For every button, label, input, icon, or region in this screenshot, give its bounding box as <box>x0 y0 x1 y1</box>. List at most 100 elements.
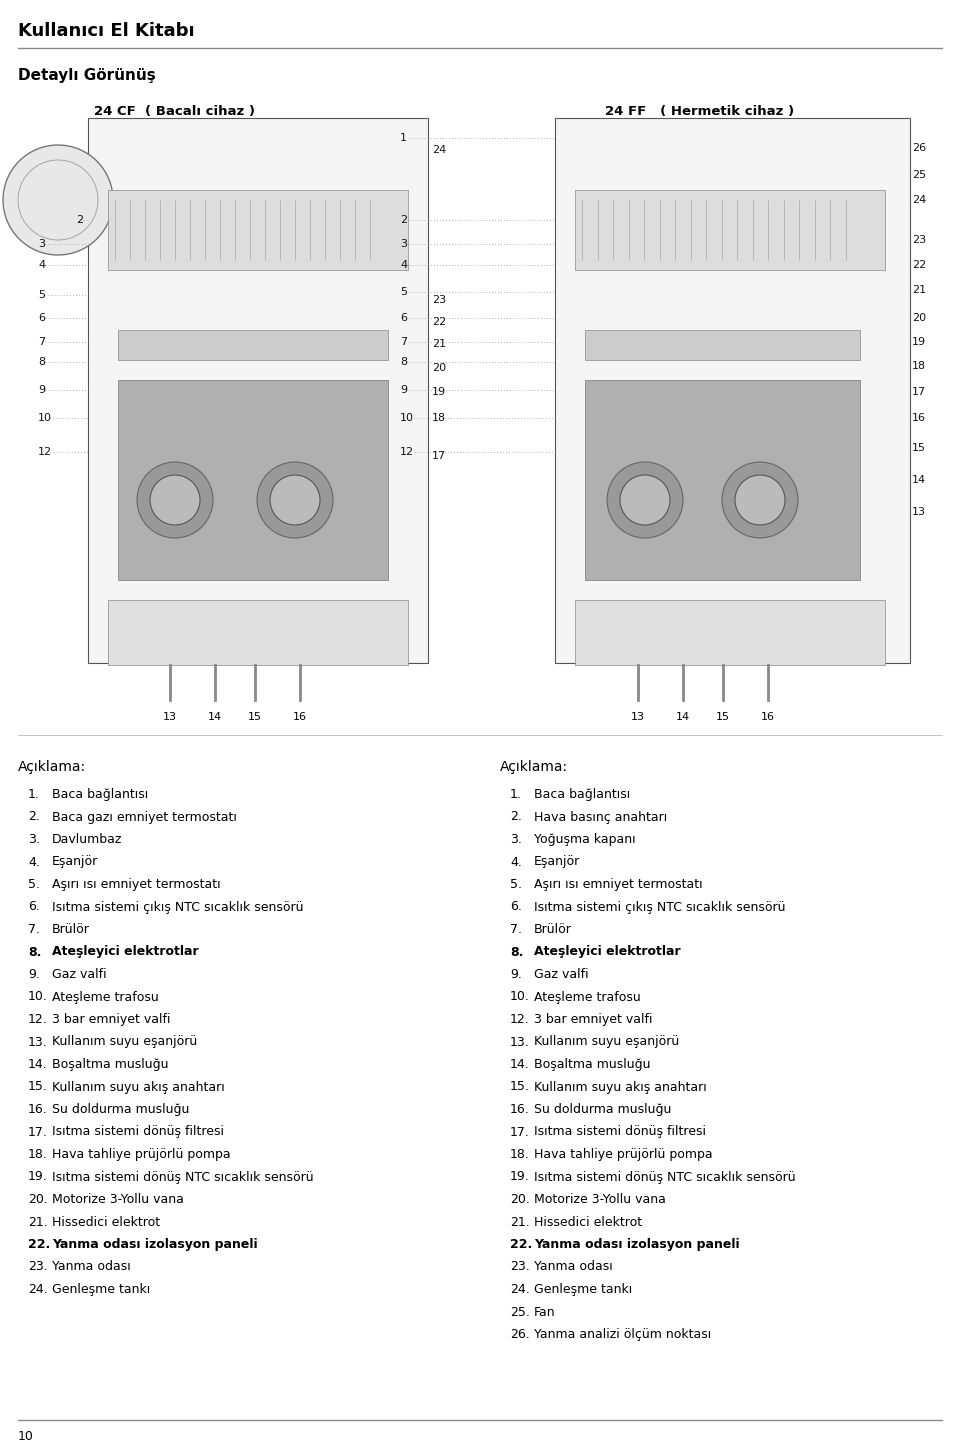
Text: Kullanım suyu eşanjörü: Kullanım suyu eşanjörü <box>52 1036 197 1049</box>
Text: 22.: 22. <box>28 1238 50 1251</box>
Text: Boşaltma musluğu: Boşaltma musluğu <box>52 1058 169 1071</box>
Text: 14.: 14. <box>510 1058 530 1071</box>
Circle shape <box>607 463 683 538</box>
Text: 20: 20 <box>912 313 926 323</box>
Text: 25.: 25. <box>510 1305 530 1318</box>
Text: 5: 5 <box>400 287 407 297</box>
Text: 4: 4 <box>38 260 45 271</box>
Text: Kullanıcı El Kitabı: Kullanıcı El Kitabı <box>18 22 195 39</box>
Text: Eşanjör: Eşanjör <box>534 856 580 869</box>
Text: Brülör: Brülör <box>534 922 572 936</box>
Text: Baca bağlantısı: Baca bağlantısı <box>534 789 631 802</box>
Text: 15.: 15. <box>510 1081 530 1094</box>
Text: 24 FF   ( Hermetik cihaz ): 24 FF ( Hermetik cihaz ) <box>606 105 795 118</box>
Text: 8: 8 <box>38 356 45 367</box>
Text: Hava tahliye prüjörlü pompa: Hava tahliye prüjörlü pompa <box>534 1148 712 1161</box>
Text: Yanma odası izolasyon paneli: Yanma odası izolasyon paneli <box>52 1238 257 1251</box>
Text: Boşaltma musluğu: Boşaltma musluğu <box>534 1058 651 1071</box>
Text: 13.: 13. <box>28 1036 48 1049</box>
Text: 19: 19 <box>912 338 926 346</box>
Text: 1: 1 <box>400 132 407 143</box>
Text: Yanma analizi ölçüm noktası: Yanma analizi ölçüm noktası <box>534 1328 711 1342</box>
Text: 22.: 22. <box>510 1238 532 1251</box>
Text: Hava tahliye prüjörlü pompa: Hava tahliye prüjörlü pompa <box>52 1148 230 1161</box>
Text: Kullanım suyu akış anahtarı: Kullanım suyu akış anahtarı <box>534 1081 707 1094</box>
Text: Isıtma sistemi çıkış NTC sıcaklık sensörü: Isıtma sistemi çıkış NTC sıcaklık sensör… <box>52 901 303 914</box>
Text: Hava basınç anahtarı: Hava basınç anahtarı <box>534 810 667 824</box>
Text: 10: 10 <box>400 413 414 423</box>
Text: 3.: 3. <box>510 834 522 845</box>
Text: 2: 2 <box>76 215 84 226</box>
Text: Genleşme tankı: Genleşme tankı <box>52 1283 151 1296</box>
Text: Baca gazı emniyet termostatı: Baca gazı emniyet termostatı <box>52 810 237 824</box>
Text: 26: 26 <box>912 143 926 153</box>
Text: 17.: 17. <box>510 1126 530 1138</box>
Text: 14: 14 <box>912 474 926 485</box>
Text: 14.: 14. <box>28 1058 48 1071</box>
Text: Isıtma sistemi çıkış NTC sıcaklık sensörü: Isıtma sistemi çıkış NTC sıcaklık sensör… <box>534 901 785 914</box>
Text: 18.: 18. <box>28 1148 48 1161</box>
Text: 14: 14 <box>676 711 690 722</box>
Text: 15: 15 <box>912 442 926 453</box>
Text: 6.: 6. <box>28 901 40 914</box>
Text: 20.: 20. <box>28 1193 48 1206</box>
Text: 15.: 15. <box>28 1081 48 1094</box>
Circle shape <box>150 474 200 525</box>
Circle shape <box>270 474 320 525</box>
Text: 22: 22 <box>432 317 446 327</box>
Text: Motorize 3-Yollu vana: Motorize 3-Yollu vana <box>52 1193 184 1206</box>
Text: 13.: 13. <box>510 1036 530 1049</box>
Text: Kullanım suyu eşanjörü: Kullanım suyu eşanjörü <box>534 1036 680 1049</box>
Text: Hissedici elektrot: Hissedici elektrot <box>534 1215 642 1228</box>
Text: 18.: 18. <box>510 1148 530 1161</box>
Text: 12: 12 <box>38 447 52 457</box>
Text: 16: 16 <box>293 711 307 722</box>
Text: Brülör: Brülör <box>52 922 90 936</box>
Circle shape <box>722 463 798 538</box>
Text: 24.: 24. <box>28 1283 48 1296</box>
Circle shape <box>620 474 670 525</box>
Bar <box>555 118 910 663</box>
Text: 5.: 5. <box>28 877 40 890</box>
Text: 6: 6 <box>400 313 407 323</box>
Text: 4.: 4. <box>28 856 40 869</box>
Bar <box>108 599 408 665</box>
Text: 2: 2 <box>400 215 407 226</box>
Text: 8.: 8. <box>28 946 41 959</box>
Text: Ateşleme trafosu: Ateşleme trafosu <box>52 991 158 1004</box>
Text: 12: 12 <box>400 447 414 457</box>
Text: Motorize 3-Yollu vana: Motorize 3-Yollu vana <box>534 1193 666 1206</box>
Text: 23: 23 <box>912 236 926 244</box>
Text: Isıtma sistemi dönüş NTC sıcaklık sensörü: Isıtma sistemi dönüş NTC sıcaklık sensör… <box>534 1170 796 1183</box>
Text: 17: 17 <box>912 387 926 397</box>
Bar <box>585 330 860 359</box>
Text: 13: 13 <box>163 711 177 722</box>
Text: 17: 17 <box>432 451 446 461</box>
Bar <box>575 599 885 665</box>
Text: 24: 24 <box>432 146 446 156</box>
Text: Hissedici elektrot: Hissedici elektrot <box>52 1215 160 1228</box>
Text: 18: 18 <box>432 413 446 423</box>
Text: 21.: 21. <box>510 1215 530 1228</box>
Bar <box>118 380 388 581</box>
Text: 20: 20 <box>432 362 446 372</box>
Text: 21: 21 <box>432 339 446 349</box>
Text: 10.: 10. <box>510 991 530 1004</box>
Text: Su doldurma musluğu: Su doldurma musluğu <box>52 1103 189 1116</box>
Bar <box>108 191 408 271</box>
Text: 5: 5 <box>38 290 45 300</box>
Text: 26.: 26. <box>510 1328 530 1342</box>
Text: 24: 24 <box>912 195 926 205</box>
Text: Ateşleme trafosu: Ateşleme trafosu <box>534 991 640 1004</box>
Text: 22: 22 <box>912 260 926 271</box>
Text: Aşırı ısı emniyet termostatı: Aşırı ısı emniyet termostatı <box>52 877 221 890</box>
Text: Su doldurma musluğu: Su doldurma musluğu <box>534 1103 671 1116</box>
Text: Isıtma sistemi dönüş filtresi: Isıtma sistemi dönüş filtresi <box>534 1126 706 1138</box>
Text: 3: 3 <box>38 239 45 249</box>
Text: Isıtma sistemi dönüş NTC sıcaklık sensörü: Isıtma sistemi dönüş NTC sıcaklık sensör… <box>52 1170 314 1183</box>
Text: 21.: 21. <box>28 1215 48 1228</box>
Text: Davlumbaz: Davlumbaz <box>52 834 122 845</box>
Text: 9: 9 <box>38 386 45 394</box>
Text: Isıtma sistemi dönüş filtresi: Isıtma sistemi dönüş filtresi <box>52 1126 224 1138</box>
Text: 15: 15 <box>716 711 730 722</box>
